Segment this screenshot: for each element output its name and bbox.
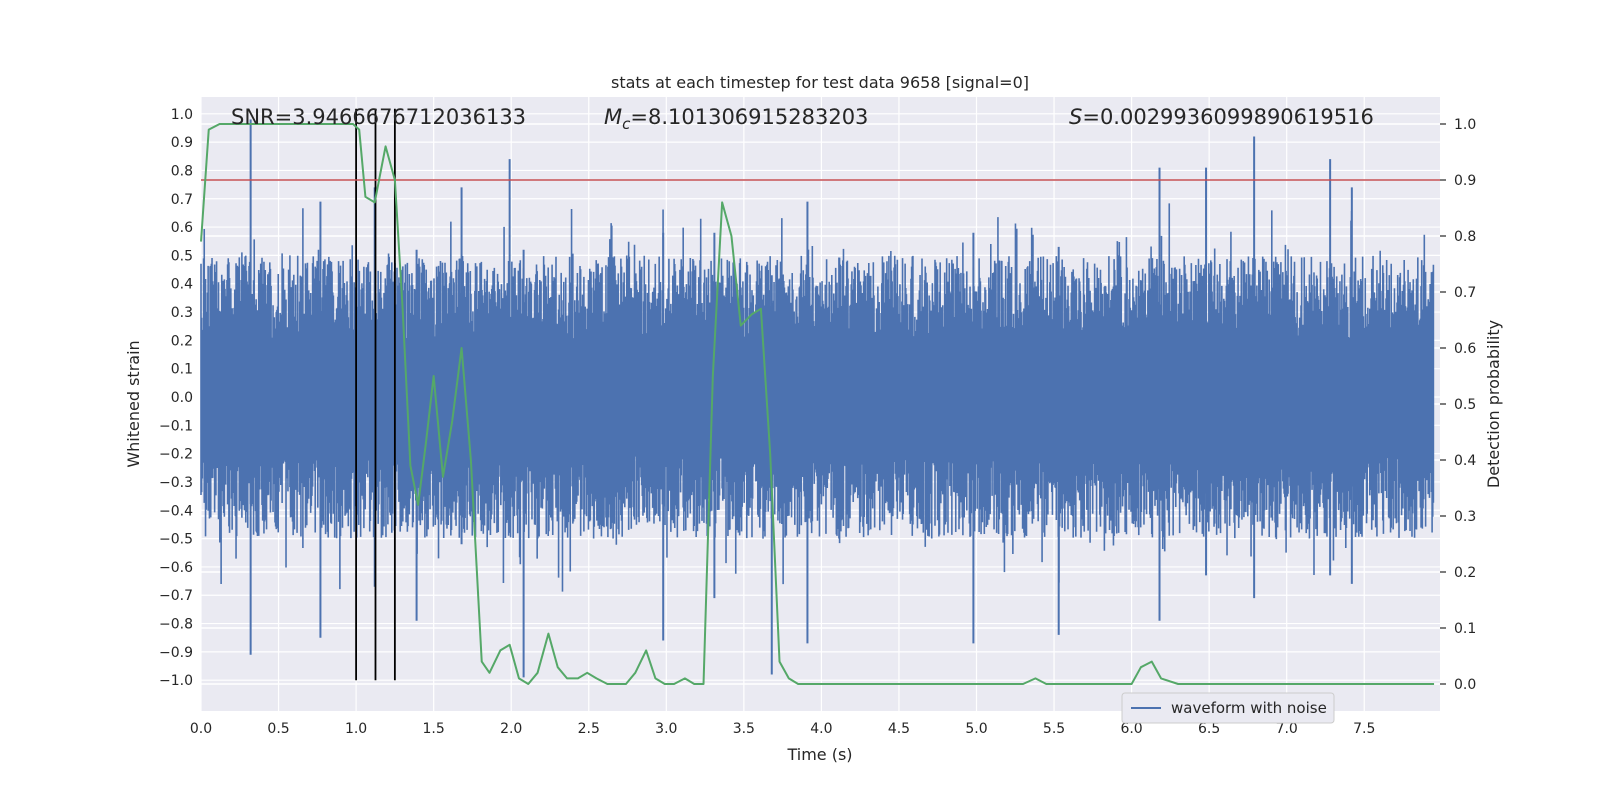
x-tick-label: 3.5 (733, 721, 755, 737)
y-left-tick-label: −0.7 (159, 588, 193, 604)
y-left-tick-label: −0.8 (159, 617, 193, 633)
chirp-mass-value: =8.101306915283203 (630, 105, 868, 129)
y-left-tick-label: −0.3 (159, 475, 193, 491)
left-y-ticks: 1.0 0.9 0.8 0.7 0.6 0.5 0.4 0.3 0.2 0.1 0.0 −0.1 −0.… (159, 107, 193, 689)
chirp-mass-annotation: Mc=8.101306915283203 (604, 105, 868, 133)
y-right-tick-label: 0.1 (1454, 621, 1476, 637)
x-axis-label: Time (s) (786, 745, 852, 764)
s-annotation: S=0.002993609989061951​6 (1069, 105, 1374, 129)
legend-box (1121, 692, 1335, 724)
x-ticks: 0.0 0.5 1.0 1.5 2.0 2.5 3.0 3.5 4.0 4.5 5.0 5.5 6.0 6… (190, 721, 1376, 737)
x-tick-label: 4.0 (810, 721, 832, 737)
right-y-ticks: 1.0 0.9 0.8 0.7 0.6 0.5 0.4 0.3 0.2 0.1 0.0 (1440, 117, 1476, 693)
y-axis-label-right: Detection probability (1484, 320, 1503, 488)
x-tick-label: 0.5 (267, 721, 289, 737)
s-value: =0.002993609989061951​6 (1082, 105, 1374, 129)
x-tick-label: 2.0 (500, 721, 522, 737)
s-symbol: S (1069, 105, 1082, 129)
y-right-tick-label: 0.0 (1454, 677, 1476, 693)
y-left-tick-label: 0.3 (171, 305, 193, 321)
y-left-tick-label: −0.6 (159, 560, 193, 576)
x-tick-label: 1.0 (345, 721, 367, 737)
x-tick-label: 4.5 (888, 721, 910, 737)
y-right-tick-label: 0.3 (1454, 509, 1476, 525)
x-tick-label: 1.5 (423, 721, 445, 737)
y-right-tick-label: 0.6 (1454, 341, 1476, 357)
vertical-markers (355, 108, 396, 681)
x-tick-label: 0.0 (190, 721, 212, 737)
x-tick-label: 6.5 (1198, 721, 1220, 737)
y-left-tick-label: −0.1 (159, 418, 193, 434)
y-right-tick-label: 0.7 (1454, 285, 1476, 301)
y-left-tick-label: 0.9 (171, 135, 193, 151)
y-left-tick-label: 1.0 (171, 107, 193, 123)
y-left-tick-label: 0.4 (171, 277, 193, 293)
y-left-tick-label: 0.2 (171, 333, 193, 349)
chart-title: stats at each timestep for test data 965… (611, 73, 1029, 92)
y-left-tick-label: −0.5 (159, 532, 193, 548)
y-left-tick-label: 0.7 (171, 192, 193, 208)
snr-annotation: SNR=3.9466676712036133 (231, 105, 526, 129)
y-right-tick-label: 0.5 (1454, 397, 1476, 413)
chirp-mass-subscript: c (622, 115, 631, 133)
chirp-mass-symbol: M (604, 105, 622, 129)
y-right-tick-label: 0.2 (1454, 565, 1476, 581)
legend: waveform with noise (1121, 692, 1335, 724)
y-left-tick-label: 0.0 (171, 390, 193, 406)
x-tick-label: 5.0 (965, 721, 987, 737)
x-tick-label: 7.5 (1353, 721, 1375, 737)
probability-line (200, 123, 1435, 685)
x-tick-label: 2.5 (578, 721, 600, 737)
y-left-tick-label: −0.9 (159, 645, 193, 661)
x-tick-label: 3.0 (655, 721, 677, 737)
x-tick-label: 6.0 (1120, 721, 1142, 737)
y-left-tick-label: 0.6 (171, 220, 193, 236)
y-right-tick-label: 0.8 (1454, 229, 1476, 245)
x-tick-label: 5.5 (1043, 721, 1065, 737)
y-left-tick-label: −0.4 (159, 503, 193, 519)
y-left-tick-label: 0.8 (171, 163, 193, 179)
probability-series (200, 123, 1435, 685)
x-tick-label: 7.0 (1276, 721, 1298, 737)
y-axis-label-left: Whitened strain (124, 340, 143, 467)
legend-label: waveform with noise (1171, 699, 1327, 717)
y-left-tick-label: −0.2 (159, 447, 193, 463)
y-right-tick-label: 0.9 (1454, 173, 1476, 189)
y-right-tick-label: 1.0 (1454, 117, 1476, 133)
y-left-tick-label: 0.1 (171, 362, 193, 378)
y-right-tick-label: 0.4 (1454, 453, 1476, 469)
y-left-tick-label: 0.5 (171, 248, 193, 264)
y-left-tick-label: −1.0 (159, 673, 193, 689)
